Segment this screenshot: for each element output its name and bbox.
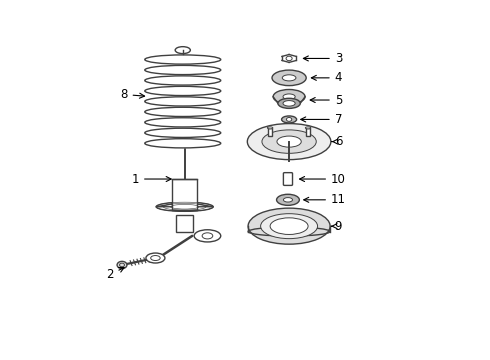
Ellipse shape [145,107,221,117]
Bar [268,128,272,136]
Bar [176,215,193,232]
Ellipse shape [247,123,331,159]
Ellipse shape [145,76,221,85]
Circle shape [286,56,292,61]
Text: 1: 1 [131,172,171,185]
Text: 4: 4 [311,71,342,84]
Ellipse shape [283,100,295,106]
Ellipse shape [283,198,293,202]
Polygon shape [156,204,213,207]
Ellipse shape [277,136,301,147]
Ellipse shape [276,194,299,205]
Circle shape [117,261,127,269]
Ellipse shape [156,202,213,211]
Ellipse shape [146,253,165,263]
Text: 5: 5 [310,94,342,107]
FancyBboxPatch shape [283,173,293,185]
Ellipse shape [262,130,316,153]
Ellipse shape [282,75,296,81]
Bar [306,128,310,136]
Text: 10: 10 [299,172,346,185]
Ellipse shape [145,86,221,95]
Text: 11: 11 [304,193,346,206]
Ellipse shape [261,214,318,239]
Ellipse shape [248,208,330,244]
Ellipse shape [273,90,305,104]
Ellipse shape [145,139,221,148]
Ellipse shape [272,70,306,86]
Text: 3: 3 [303,52,342,65]
Circle shape [287,117,292,121]
Text: 7: 7 [301,113,342,126]
Text: 2: 2 [106,267,124,281]
Ellipse shape [305,127,311,129]
Ellipse shape [194,230,221,242]
Ellipse shape [145,97,221,106]
Ellipse shape [278,98,300,108]
Ellipse shape [145,118,221,127]
Bar [172,179,197,210]
Ellipse shape [270,218,308,234]
Ellipse shape [283,94,295,99]
Ellipse shape [145,128,221,138]
Ellipse shape [282,116,296,123]
Ellipse shape [268,127,273,129]
Ellipse shape [145,55,221,64]
Text: 6: 6 [332,135,342,148]
Text: 8: 8 [120,88,145,101]
Ellipse shape [145,66,221,75]
Text: 9: 9 [332,220,342,233]
